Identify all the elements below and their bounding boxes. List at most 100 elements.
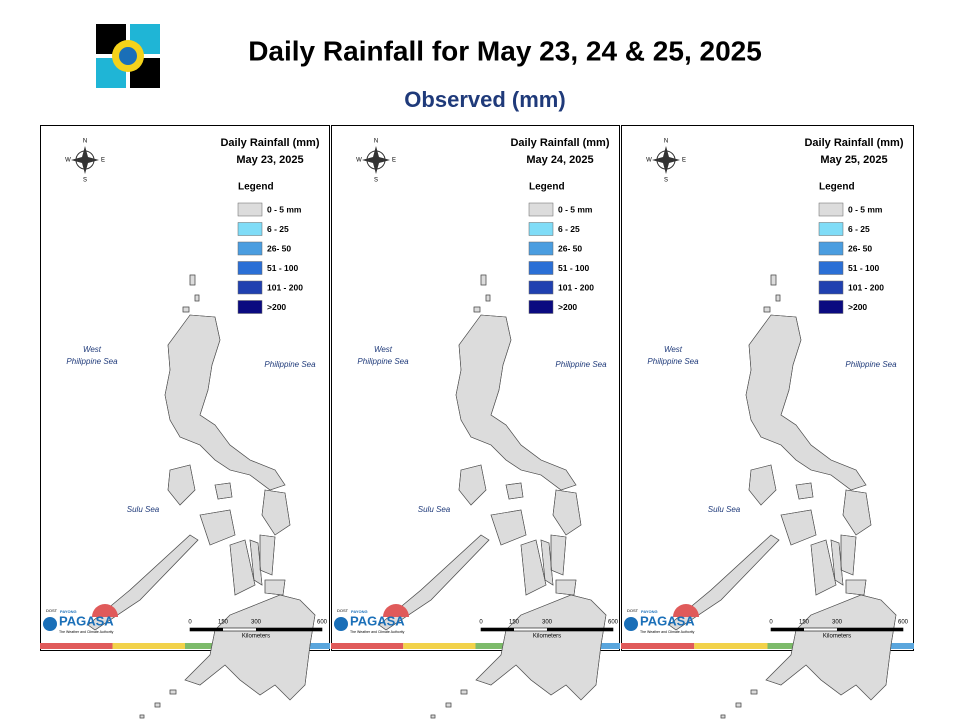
color-strip [112, 643, 185, 649]
scale-label: 150 [218, 620, 229, 626]
legend-swatch [237, 300, 263, 314]
logo-agency: DOST [337, 608, 349, 613]
legend-swatch [237, 222, 263, 236]
legend-label: 0 - 5 mm [848, 204, 883, 214]
compass-w: W [65, 158, 71, 164]
legend-swatch [818, 241, 844, 256]
scale-bar-seg [256, 628, 322, 631]
legend-swatch [818, 261, 844, 275]
scale-label: 0 [188, 620, 192, 626]
logo-brand-top: PAYONG [641, 609, 658, 614]
sea-label: West [83, 345, 102, 354]
map-heading: Daily Rainfall (mm) [220, 137, 319, 149]
compass: N S W E [356, 139, 396, 184]
color-strip [694, 643, 768, 649]
compass-s: S [83, 178, 87, 184]
scale-label: 150 [799, 620, 810, 626]
scale-unit: Kilometers [823, 634, 851, 640]
logo-tagline: The Weather and Climate Authority [640, 630, 695, 634]
sea-label: Sulu Sea [418, 505, 451, 514]
legend-title: Legend [819, 182, 855, 193]
legend-swatch [818, 202, 844, 217]
compass-star [362, 146, 390, 174]
logo-mark [624, 617, 638, 631]
legend-label: 0 - 5 mm [267, 204, 302, 214]
legend-label: 26- 50 [558, 243, 582, 253]
compass-w: W [646, 158, 652, 164]
logo-brand-top: PAYONG [60, 609, 77, 614]
scale-label: 600 [898, 620, 909, 626]
legend-label: 101 - 200 [267, 282, 303, 292]
legend-label: 51 - 100 [267, 263, 298, 273]
compass-star [71, 146, 99, 174]
map-date: May 23, 2025 [236, 154, 303, 166]
compass-n: N [83, 139, 87, 145]
map-date: May 25, 2025 [820, 154, 887, 166]
sea-label: West [374, 345, 393, 354]
legend-label: 51 - 100 [558, 263, 589, 273]
scale-label: 300 [251, 620, 262, 626]
sea-label: Philippine Sea [845, 360, 897, 369]
sea-label: Philippine Sea [357, 357, 409, 366]
map-heading: Daily Rainfall (mm) [510, 137, 609, 149]
map-date: May 24, 2025 [526, 154, 593, 166]
compass-n: N [374, 139, 378, 145]
compass: N S W E [646, 139, 686, 184]
legend-swatch [528, 222, 554, 236]
color-strip [40, 643, 113, 649]
scale-label: 300 [542, 620, 553, 626]
map-heading: Daily Rainfall (mm) [804, 137, 903, 149]
logo-brand: PAGASA [59, 613, 114, 628]
scale-label: 150 [509, 620, 520, 626]
legend-swatch [528, 261, 554, 275]
scale-label: 0 [479, 620, 483, 626]
compass-e: E [682, 158, 686, 164]
scale-bar-seg [481, 628, 514, 631]
subtitle: Observed (mm) [404, 87, 565, 112]
compass-s: S [664, 178, 668, 184]
logo-agency: DOST [46, 608, 58, 613]
legend-swatch [818, 222, 844, 236]
compass-w: W [356, 158, 362, 164]
header-logo [96, 24, 160, 88]
legend-label: 0 - 5 mm [558, 204, 593, 214]
logo-brand-top: PAYONG [351, 609, 368, 614]
legend-label: 26- 50 [267, 243, 291, 253]
logo-agency: DOST [627, 608, 639, 613]
legend-label: >200 [848, 302, 867, 312]
scale-label: 600 [317, 620, 328, 626]
logo-tagline: The Weather and Climate Authority [59, 630, 114, 634]
compass-star [652, 146, 680, 174]
logo-brand: PAGASA [350, 613, 405, 628]
legend-label: 101 - 200 [558, 282, 594, 292]
logo-umbrella [383, 604, 409, 617]
map-panel: N S W E Daily Rainfall (mm) May 25, 2025 Legen… [621, 125, 914, 719]
legend-swatch [528, 300, 554, 314]
logo-mark [43, 617, 57, 631]
color-strip [403, 643, 476, 649]
compass-n: N [664, 139, 668, 145]
scale-bar-seg [837, 628, 903, 631]
legend-swatch [237, 280, 263, 295]
map-panel: N S W E Daily Rainfall (mm) May 23, 2025 Legen… [40, 125, 330, 719]
title: Daily Rainfall for May 23, 24 & 25, 2025 [248, 35, 762, 66]
scale-unit: Kilometers [533, 634, 561, 640]
scale-bar-seg [190, 628, 223, 631]
compass-e: E [392, 158, 396, 164]
compass-s: S [374, 178, 378, 184]
logo-umbrella [673, 604, 699, 617]
compass-e: E [101, 158, 105, 164]
sea-label: Sulu Sea [708, 505, 741, 514]
logo-umbrella [92, 604, 118, 617]
legend-label: 6 - 25 [848, 224, 870, 234]
legend-swatch [528, 202, 554, 217]
color-strip [331, 643, 404, 649]
legend-swatch [528, 280, 554, 295]
sea-label: Philippine Sea [647, 357, 699, 366]
scale-label: 0 [769, 620, 773, 626]
legend-swatch [237, 202, 263, 217]
color-strip [621, 643, 695, 649]
